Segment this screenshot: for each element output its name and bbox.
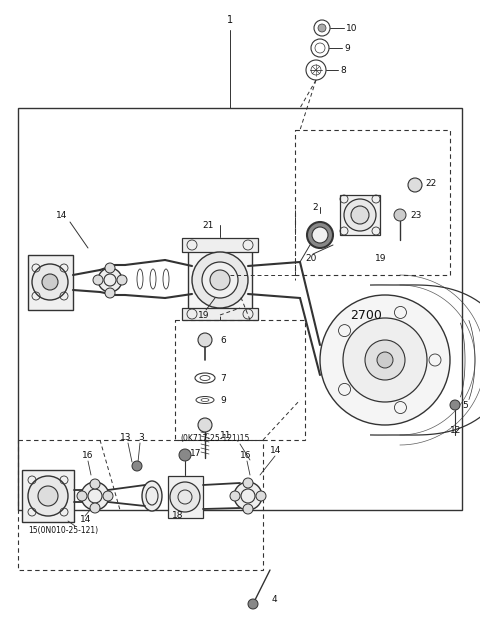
Circle shape xyxy=(344,199,376,231)
Bar xyxy=(188,245,252,310)
Text: 14: 14 xyxy=(80,516,91,525)
Text: 18: 18 xyxy=(172,511,184,521)
Circle shape xyxy=(230,491,240,501)
Text: (0K717-25-121)15: (0K717-25-121)15 xyxy=(180,433,250,442)
Bar xyxy=(18,440,263,570)
Text: 22: 22 xyxy=(425,178,436,187)
Text: 19: 19 xyxy=(375,254,386,263)
Text: 9: 9 xyxy=(344,43,350,52)
Text: 7: 7 xyxy=(220,374,226,383)
Text: 8: 8 xyxy=(340,66,346,75)
Circle shape xyxy=(170,482,200,512)
Ellipse shape xyxy=(142,481,162,511)
Ellipse shape xyxy=(307,222,333,248)
Circle shape xyxy=(343,318,427,402)
Circle shape xyxy=(42,274,58,290)
Text: 16: 16 xyxy=(240,450,252,459)
Circle shape xyxy=(450,400,460,410)
Text: 14: 14 xyxy=(270,445,281,454)
Text: 15(0N010-25-121): 15(0N010-25-121) xyxy=(28,525,98,534)
Text: 19: 19 xyxy=(198,311,209,320)
Circle shape xyxy=(179,449,191,461)
Circle shape xyxy=(103,491,113,501)
Text: 9: 9 xyxy=(220,396,226,404)
Circle shape xyxy=(90,479,100,489)
Text: 1: 1 xyxy=(227,15,233,25)
Text: 3: 3 xyxy=(138,433,144,442)
Text: 13: 13 xyxy=(120,433,132,442)
Circle shape xyxy=(365,340,405,380)
Text: 12: 12 xyxy=(450,426,461,435)
Circle shape xyxy=(32,264,68,300)
Bar xyxy=(340,195,380,235)
Circle shape xyxy=(105,263,115,273)
Text: 23: 23 xyxy=(410,210,421,220)
Circle shape xyxy=(38,486,58,506)
Bar xyxy=(175,320,305,440)
Circle shape xyxy=(351,206,369,224)
Bar xyxy=(22,470,74,522)
Circle shape xyxy=(198,418,212,432)
Circle shape xyxy=(234,482,262,510)
Circle shape xyxy=(408,178,422,192)
Text: 10: 10 xyxy=(346,24,358,33)
Circle shape xyxy=(248,599,258,609)
Text: 21: 21 xyxy=(202,220,214,229)
Circle shape xyxy=(243,478,253,488)
Bar xyxy=(28,255,73,310)
Circle shape xyxy=(320,295,450,425)
Text: 17: 17 xyxy=(190,449,202,458)
Circle shape xyxy=(202,262,238,298)
Circle shape xyxy=(210,270,230,290)
Text: 2700: 2700 xyxy=(350,309,382,321)
Text: 6: 6 xyxy=(220,335,226,344)
Bar xyxy=(182,238,258,252)
Circle shape xyxy=(98,268,122,292)
Text: 14: 14 xyxy=(56,210,68,220)
Circle shape xyxy=(256,491,266,501)
Circle shape xyxy=(394,209,406,221)
Bar xyxy=(295,130,450,275)
Circle shape xyxy=(105,288,115,298)
Circle shape xyxy=(243,504,253,514)
Text: 4: 4 xyxy=(272,596,277,604)
Circle shape xyxy=(132,461,142,471)
Circle shape xyxy=(192,252,248,308)
Circle shape xyxy=(198,333,212,347)
Ellipse shape xyxy=(312,227,328,243)
Text: 20: 20 xyxy=(305,254,316,263)
Circle shape xyxy=(93,275,103,285)
Text: 5: 5 xyxy=(462,401,468,410)
Circle shape xyxy=(318,24,326,32)
Bar xyxy=(168,476,203,518)
Bar xyxy=(18,108,462,510)
Bar xyxy=(182,308,258,320)
Text: 2: 2 xyxy=(312,203,318,212)
Circle shape xyxy=(90,503,100,513)
Text: 11: 11 xyxy=(220,431,231,440)
Text: 16: 16 xyxy=(82,450,94,459)
Circle shape xyxy=(117,275,127,285)
Circle shape xyxy=(28,476,68,516)
Circle shape xyxy=(377,352,393,368)
Circle shape xyxy=(81,482,109,510)
Circle shape xyxy=(77,491,87,501)
